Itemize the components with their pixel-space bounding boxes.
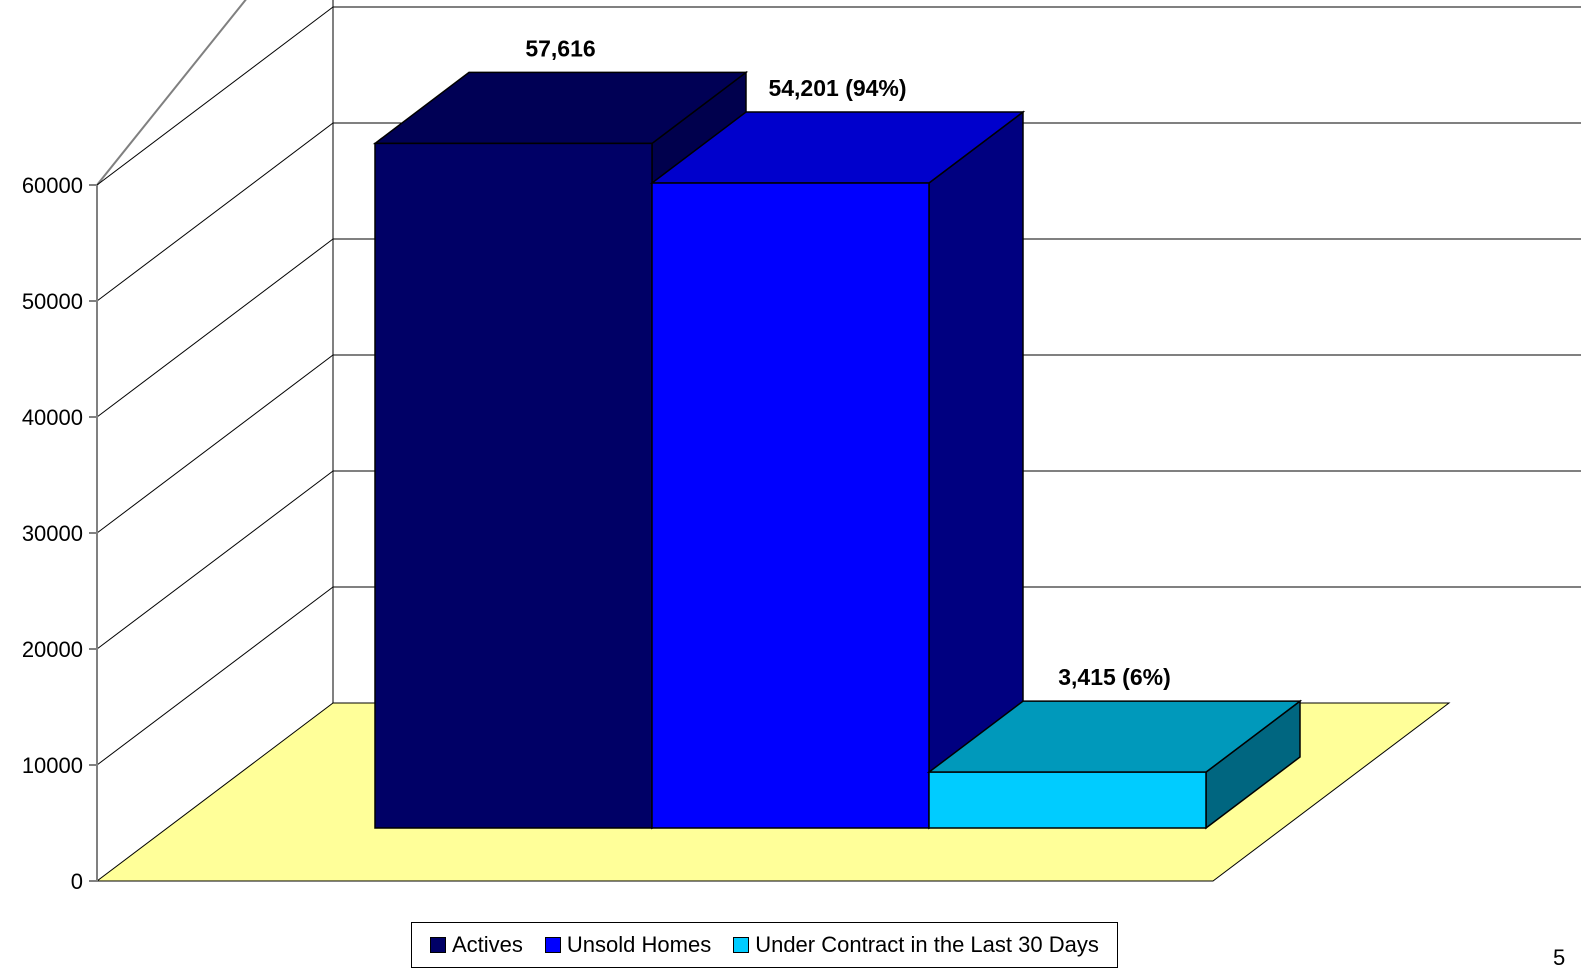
data-label-2: 54,201 (94%) (768, 75, 906, 101)
legend: Actives Unsold Homes Under Contract in the… (411, 922, 1118, 968)
data-labels: 57,616 54,201 (94%) 3,415 (6%) (525, 35, 1170, 690)
legend-swatch (733, 937, 750, 953)
y-tick-label: 60000 (22, 173, 83, 198)
bar-3 (926, 699, 1303, 830)
page-corner-text: 5 (1553, 945, 1565, 970)
legend-label: Actives (452, 932, 523, 957)
gridline-side (96, 470, 334, 650)
data-label-1: 57,616 (525, 35, 595, 61)
y-tick-label: 20000 (22, 637, 83, 662)
bar-front (928, 771, 1207, 829)
legend-label: Under Contract in the Last 30 Days (755, 932, 1099, 957)
back-wall-edge (332, 0, 334, 703)
gridline-side (96, 586, 334, 766)
legend-swatch (430, 937, 446, 953)
legend-item: Unsold Homes (544, 932, 712, 958)
legend-swatch (544, 937, 561, 953)
y-tick-label: 0 (71, 869, 83, 894)
bar-2 (649, 110, 1026, 830)
legend-item: Actives (430, 932, 523, 958)
y-tick-label: 40000 (22, 405, 83, 430)
gridline-side (96, 122, 334, 302)
data-label-3: 3,415 (6%) (1058, 664, 1171, 690)
y-tick-label: 10000 (22, 753, 83, 778)
bars (372, 70, 1303, 830)
gridline-side (96, 238, 334, 418)
y-axis: 0 10000 20000 30000 40000 50000 60000 (22, 173, 98, 894)
bar-front (374, 142, 653, 829)
legend-label: Unsold Homes (566, 932, 712, 957)
gridline-side (96, 354, 334, 534)
legend-item: Under Contract in the Last 30 Days (733, 932, 1099, 958)
y-tick-label: 30000 (22, 521, 83, 546)
bar-front (651, 182, 930, 829)
gridline-side (96, 6, 334, 186)
y-tick-label: 50000 (22, 289, 83, 314)
